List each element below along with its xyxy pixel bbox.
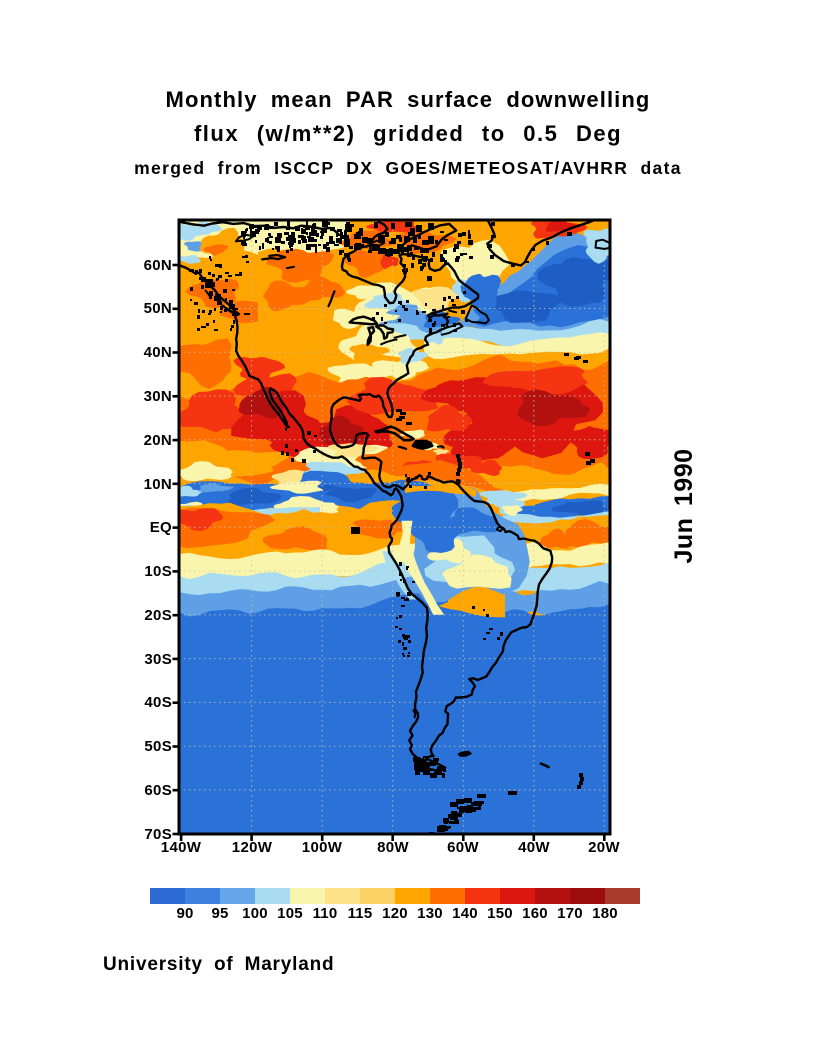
- svg-text:90: 90: [176, 905, 193, 922]
- svg-text:105: 105: [277, 905, 303, 922]
- svg-text:110: 110: [313, 905, 338, 922]
- svg-text:60S: 60S: [144, 782, 172, 799]
- svg-text:120: 120: [382, 905, 408, 922]
- svg-text:160: 160: [522, 905, 548, 922]
- svg-text:40N: 40N: [144, 344, 172, 361]
- svg-text:170: 170: [557, 905, 583, 922]
- svg-text:University of Maryland: University of Maryland: [103, 954, 334, 975]
- svg-text:30N: 30N: [144, 388, 172, 405]
- svg-text:merged from ISCCP DX GOES/METE: merged from ISCCP DX GOES/METEOSAT/AVHRR…: [134, 158, 682, 178]
- svg-text:70S: 70S: [144, 826, 172, 843]
- svg-text:40W: 40W: [518, 839, 550, 856]
- svg-text:20S: 20S: [144, 607, 172, 624]
- svg-text:10S: 10S: [144, 563, 172, 580]
- svg-text:95: 95: [211, 905, 228, 922]
- svg-text:130: 130: [417, 905, 443, 922]
- svg-text:40S: 40S: [144, 694, 172, 711]
- svg-text:100: 100: [242, 905, 268, 922]
- svg-text:115: 115: [348, 905, 373, 922]
- svg-text:flux (w/m**2) gridded to 0.5 D: flux (w/m**2) gridded to 0.5 Deg: [194, 121, 622, 146]
- svg-text:140W: 140W: [161, 839, 202, 856]
- svg-text:EQ: EQ: [150, 519, 172, 536]
- svg-text:50N: 50N: [144, 300, 172, 317]
- svg-text:30S: 30S: [144, 651, 172, 668]
- svg-text:Jun 1990: Jun 1990: [670, 448, 698, 563]
- svg-text:180: 180: [592, 905, 618, 922]
- svg-text:Monthly mean PAR surface downw: Monthly mean PAR surface downwelling: [166, 87, 651, 112]
- svg-text:60N: 60N: [144, 257, 172, 274]
- svg-text:20N: 20N: [144, 432, 172, 449]
- svg-text:150: 150: [487, 905, 513, 922]
- svg-text:140: 140: [452, 905, 478, 922]
- svg-text:100W: 100W: [302, 839, 343, 856]
- svg-text:60W: 60W: [447, 839, 479, 856]
- svg-text:120W: 120W: [232, 839, 273, 856]
- svg-text:50S: 50S: [144, 738, 172, 755]
- svg-text:80W: 80W: [377, 839, 409, 856]
- svg-text:10N: 10N: [144, 476, 172, 493]
- svg-text:20W: 20W: [588, 839, 620, 856]
